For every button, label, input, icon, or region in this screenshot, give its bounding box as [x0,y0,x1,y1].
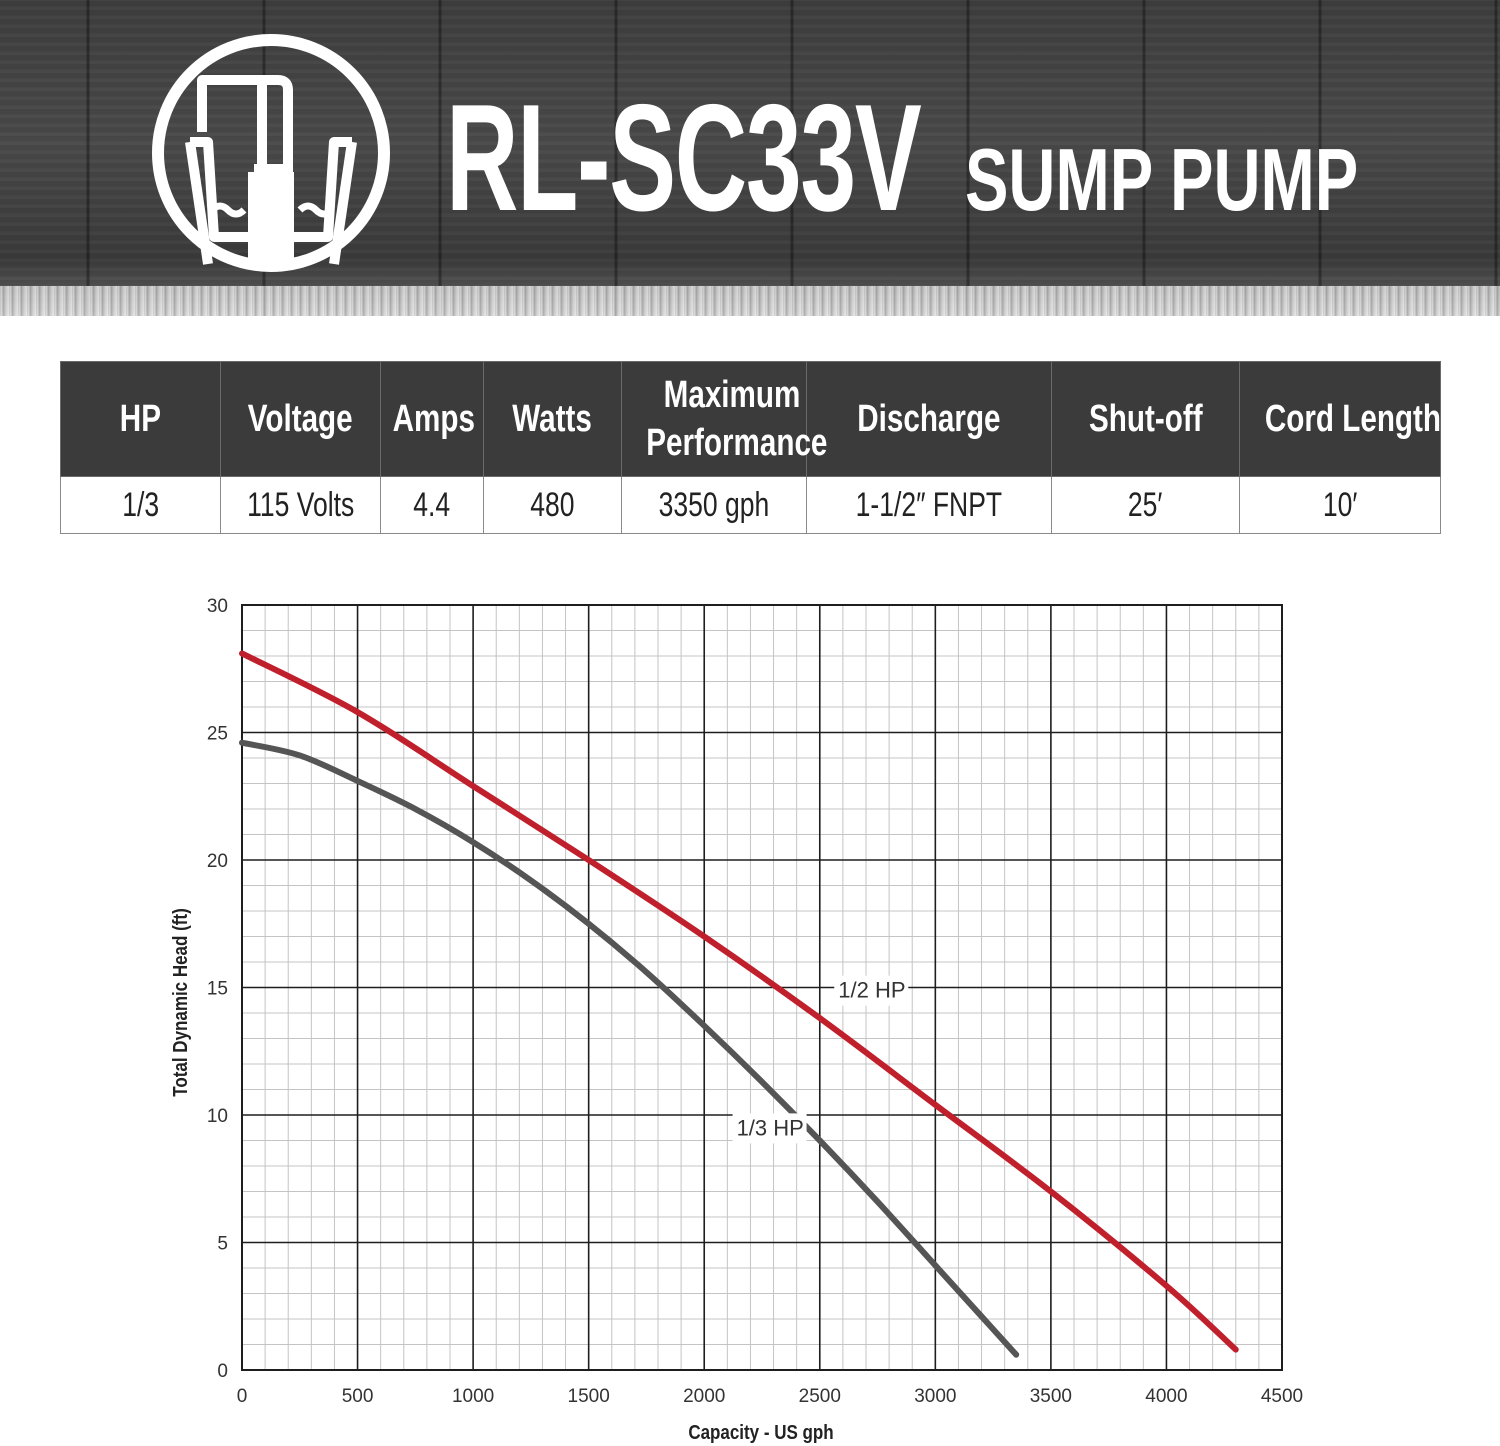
header-banner: RL-SC33V SUMP PUMP [0,0,1500,316]
spec-header-amps: Amps [380,361,484,477]
spec-value-shutoff: 25′ [1051,476,1240,534]
x-tick-label: 2500 [799,1386,841,1407]
header-wood-edge [0,286,1500,316]
page-title: RL-SC33V [446,73,1165,243]
x-tick-label: 4000 [1145,1386,1187,1407]
spec-header-shutoff: Shut-off [1051,361,1240,477]
x-tick-label: 3500 [1030,1386,1072,1407]
x-tick-label: 0 [237,1386,248,1407]
spec-value-hp: 1/3 [60,476,221,534]
spec-header-discharge: Discharge [806,361,1052,477]
x-tick-label: 1000 [452,1386,494,1407]
spec-header-hp: HP [60,361,221,477]
y-tick-label: 25 [207,724,228,745]
y-tick-label: 5 [217,1234,228,1255]
y-tick-label: 10 [207,1106,228,1127]
spec-value-cord-length: 10′ [1239,476,1441,534]
spec-header-performance: Maximum Performance [621,361,827,477]
pump-performance-chart: 0 500 1000 1500 2000 2500 3000 3500 4000 4500 0 5 10… [169,596,1303,1444]
curve-third-hp [239,739,1020,1358]
spec-value-watts: 480 [483,476,622,534]
spec-value-discharge: 1-1/2″ FNPT [806,476,1052,534]
y-tick-label: 30 [207,596,228,617]
series-label: 1/3 HP [737,1115,804,1140]
sump-pump-logo-icon [152,34,390,272]
spec-value-row: 1/3 115 Volts 4.4 480 3350 gph 1-1/2″ FN… [60,476,1441,534]
spec-header-voltage: Voltage [220,361,381,477]
model-number: RL-SC33V [446,73,922,243]
plot-frame [241,604,1283,1371]
curve-half-hp [239,650,1239,1353]
series-label: 1/2 HP [838,978,905,1003]
y-tick-label: 0 [217,1361,228,1382]
spec-header-watts: Watts [483,361,622,477]
x-axis-label: Capacity - US gph [688,1421,833,1444]
series-label-bg [834,975,909,1006]
spec-table: HP Voltage Amps Watts Maximum Performanc… [60,361,1441,534]
product-name: SUMP PUMP [965,130,1359,229]
x-tick-label: 4500 [1261,1386,1303,1407]
spec-value-performance: 3350 gph [621,476,807,534]
x-tick-label: 1500 [568,1386,610,1407]
spec-value-amps: 4.4 [380,476,484,534]
spec-value-voltage: 115 Volts [220,476,381,534]
y-tick-label: 20 [207,851,228,872]
y-tick-label: 15 [207,979,228,1000]
x-tick-label: 500 [342,1386,374,1407]
spec-header-row: HP Voltage Amps Watts Maximum Performanc… [60,361,1441,477]
x-tick-label: 3000 [914,1386,956,1407]
x-tick-label: 2000 [683,1386,725,1407]
series-label-bg [732,1113,807,1144]
y-axis-label: Total Dynamic Head (ft) [169,908,192,1096]
spec-header-cord-length: Cord Length [1239,361,1441,477]
